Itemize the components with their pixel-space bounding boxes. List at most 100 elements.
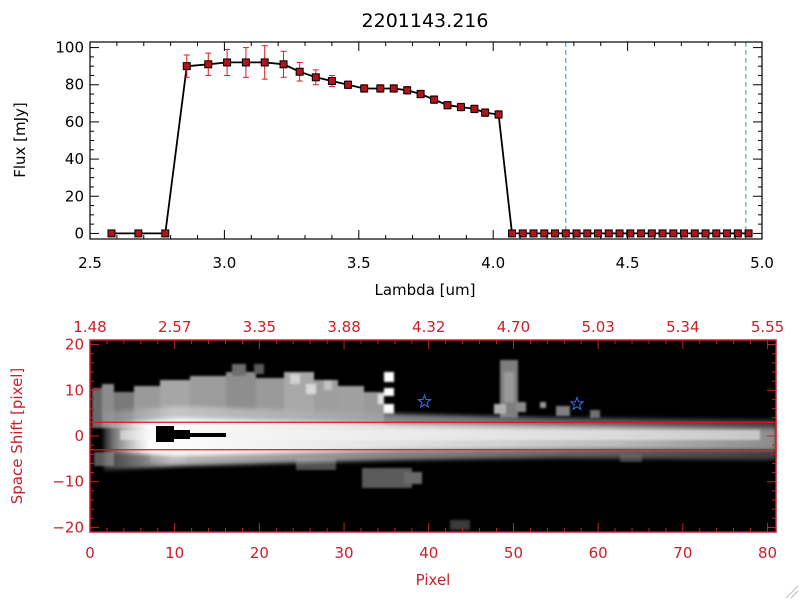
flux-point bbox=[327, 77, 336, 86]
flux-point bbox=[470, 104, 479, 113]
wavelength-tick-label: 1.48 bbox=[73, 318, 106, 336]
y-axis-ticks: 0 20 40 60 80 100 bbox=[55, 39, 762, 242]
x-axis-ticks: 2.5 3.0 3.5 4.0 4.5 5.0 bbox=[78, 42, 774, 272]
flux-point bbox=[311, 73, 320, 82]
pixel-tick-label: 60 bbox=[589, 544, 608, 562]
spectral-image bbox=[90, 360, 776, 530]
x-tick-label: 5.0 bbox=[750, 254, 774, 272]
flux-point bbox=[615, 229, 624, 238]
y-tick-label: 60 bbox=[65, 113, 84, 131]
flux-point bbox=[403, 86, 412, 95]
flux-point bbox=[376, 84, 385, 93]
space-shift-axis-ticks: −20 −10 0 10 20 bbox=[52, 336, 776, 536]
flux-point bbox=[416, 90, 425, 99]
flux-spectrum-plot: 2201143.216 2.5 3.0 3.5 4.0 4.5 5.0 0 20 40 60 80… bbox=[11, 10, 774, 299]
y-tick-label: 100 bbox=[55, 39, 84, 57]
pixel-tick-label: 40 bbox=[419, 544, 438, 562]
pixel-tick-label: 0 bbox=[85, 544, 95, 562]
flux-point bbox=[712, 229, 721, 238]
flux-point bbox=[701, 229, 710, 238]
x-tick-label: 3.0 bbox=[212, 254, 236, 272]
flux-point bbox=[551, 229, 560, 238]
flux-point bbox=[744, 229, 753, 238]
top-plot-frame bbox=[89, 41, 763, 240]
x-tick-label: 4.0 bbox=[481, 254, 505, 272]
flux-point bbox=[680, 229, 689, 238]
flux-point bbox=[389, 84, 398, 93]
flux-point bbox=[134, 229, 143, 238]
flux-point bbox=[204, 60, 213, 69]
wavelength-axis-ticks: 1.48 2.57 3.35 3.88 4.32 4.70 5.03 5.34 5.55 bbox=[73, 318, 784, 349]
flux-point bbox=[518, 229, 527, 238]
space-shift-tick-label: 10 bbox=[65, 381, 84, 399]
chart-title: 2201143.216 bbox=[362, 10, 489, 32]
x-axis-label: Lambda [um] bbox=[375, 281, 476, 299]
flux-point bbox=[107, 229, 116, 238]
y-tick-label: 0 bbox=[74, 224, 84, 242]
flux-point bbox=[295, 67, 304, 76]
pixel-axis-label: Pixel bbox=[416, 571, 451, 589]
pixel-tick-label: 30 bbox=[335, 544, 354, 562]
flux-point bbox=[223, 58, 232, 67]
pixel-tick-label: 70 bbox=[673, 544, 692, 562]
flux-point bbox=[637, 229, 646, 238]
flux-point bbox=[344, 80, 353, 89]
flux-point bbox=[430, 95, 439, 104]
flux-point bbox=[241, 58, 250, 67]
pixel-tick-label: 20 bbox=[250, 544, 269, 562]
flux-point bbox=[690, 229, 699, 238]
space-shift-tick-label: −20 bbox=[52, 518, 84, 536]
saturated-core bbox=[156, 426, 174, 442]
wavelength-tick-label: 2.57 bbox=[158, 318, 191, 336]
wavelength-tick-label: 3.35 bbox=[243, 318, 276, 336]
x-tick-label: 4.5 bbox=[616, 254, 640, 272]
flux-point bbox=[279, 60, 288, 69]
wavelength-tick-label: 4.32 bbox=[412, 318, 445, 336]
flux-series bbox=[107, 45, 753, 238]
pixel-tick-label: 50 bbox=[504, 544, 523, 562]
wavelength-tick-label: 5.34 bbox=[666, 318, 699, 336]
flux-point bbox=[583, 229, 592, 238]
emission-features bbox=[494, 360, 600, 418]
resize-grip-icon[interactable] bbox=[785, 585, 799, 599]
star-marker-0 bbox=[416, 393, 433, 409]
flux-point bbox=[443, 101, 452, 110]
flux-point bbox=[529, 229, 538, 238]
flux-point bbox=[604, 229, 613, 238]
flux-point bbox=[481, 108, 490, 117]
space-shift-tick-label: 20 bbox=[65, 336, 84, 354]
pixel-tick-label: 80 bbox=[758, 544, 777, 562]
wavelength-tick-label: 3.88 bbox=[327, 318, 360, 336]
reference-lines bbox=[565, 42, 747, 239]
flux-point bbox=[594, 229, 603, 238]
pixel-tick-label: 10 bbox=[165, 544, 184, 562]
flux-point bbox=[572, 229, 581, 238]
spectral-image-plot: 0 10 20 30 40 50 60 70 80 1.48 2.57 3.35 3.88 4.32 4.… bbox=[8, 318, 784, 589]
y-tick-label: 20 bbox=[65, 187, 84, 205]
space-shift-axis-label: Space Shift [pixel] bbox=[8, 368, 26, 505]
flux-point bbox=[723, 229, 732, 238]
pixel-axis-ticks: 0 10 20 30 40 50 60 70 80 bbox=[85, 523, 777, 562]
flux-point bbox=[561, 229, 570, 238]
flux-point bbox=[456, 103, 465, 112]
flux-line bbox=[111, 61, 749, 235]
x-tick-label: 3.5 bbox=[347, 254, 371, 272]
x-tick-label: 2.5 bbox=[78, 254, 102, 272]
space-shift-tick-label: 0 bbox=[74, 427, 84, 445]
space-shift-tick-label: −10 bbox=[52, 473, 84, 491]
y-tick-label: 80 bbox=[65, 76, 84, 94]
y-axis-label: Flux [mJy] bbox=[11, 102, 29, 178]
flux-point bbox=[260, 58, 269, 67]
star-marker-1 bbox=[569, 396, 585, 411]
flux-point bbox=[626, 229, 635, 238]
wavelength-tick-label: 4.70 bbox=[497, 318, 530, 336]
wavelength-tick-label: 5.55 bbox=[751, 318, 784, 336]
flux-point bbox=[669, 229, 678, 238]
flux-point bbox=[658, 229, 667, 238]
y-tick-label: 40 bbox=[65, 150, 84, 168]
flux-point bbox=[733, 229, 742, 238]
flux-point bbox=[508, 229, 517, 238]
flux-point bbox=[182, 62, 191, 71]
flux-point bbox=[647, 229, 656, 238]
